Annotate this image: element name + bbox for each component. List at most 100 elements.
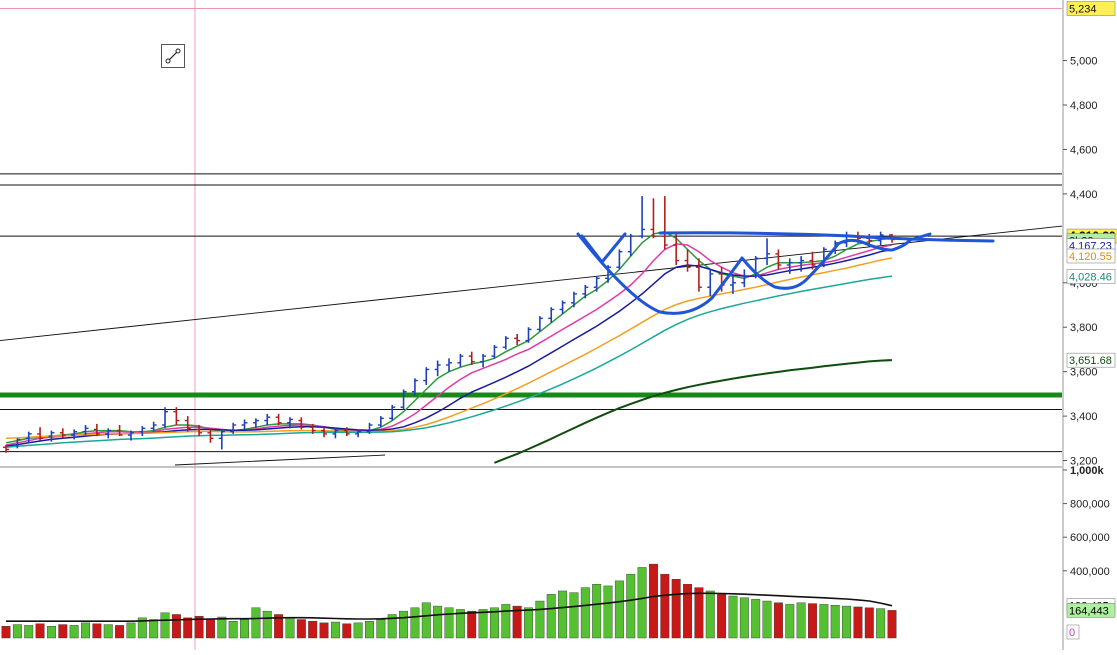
volume-bar (115, 625, 125, 639)
volume-label-box (1066, 603, 1116, 618)
price-bar (468, 351, 475, 365)
trend-line-short (174, 454, 386, 466)
price-bar (423, 367, 430, 385)
price-bar (207, 428, 214, 443)
volume-bar (535, 600, 545, 639)
price-label-text: 5,234 (1069, 4, 1097, 16)
price-bar (59, 428, 66, 439)
volume-bar (558, 590, 568, 639)
price-bar (252, 418, 259, 429)
volume-bar (296, 619, 306, 639)
trend-line-long (0, 225, 1063, 342)
price-bar (480, 353, 487, 368)
price-bar (321, 427, 328, 438)
volume-bar (819, 604, 829, 639)
price-label-box (1066, 352, 1116, 368)
price-label-text: 3,651.68 (1069, 355, 1112, 367)
volume-label-text: 164,443 (1069, 605, 1109, 617)
volume-bar (569, 592, 579, 639)
volume-label-box (1066, 624, 1080, 640)
price-bar (627, 233, 634, 257)
price-bar (514, 333, 521, 345)
volume-bar (683, 584, 692, 639)
volume-bar (478, 609, 488, 639)
volume-bar (81, 622, 90, 639)
price-bar (684, 249, 691, 272)
volume-bar (58, 624, 68, 639)
volume-bar (160, 612, 170, 639)
volume-bar (512, 605, 522, 639)
price-bar (275, 413, 282, 425)
price-bar (25, 431, 32, 443)
volume-axis-tick-label: 600,000 (1070, 532, 1110, 544)
volume-bar (717, 594, 727, 639)
price-bar (570, 291, 577, 308)
volume-bar (626, 573, 636, 639)
price-bar (650, 198, 657, 239)
volume-bar (330, 621, 340, 639)
price-label-box (1066, 1, 1116, 16)
price-bar (673, 233, 680, 265)
volume-bar (694, 587, 704, 639)
price-bar (559, 300, 566, 314)
volume-axis-tick-label: 800,000 (1070, 499, 1110, 511)
price-bar (707, 269, 714, 297)
volume-bar (637, 567, 647, 639)
price-bar (775, 249, 782, 270)
drawing-annotation (658, 231, 995, 243)
volume-bar (853, 606, 863, 639)
price-bar (332, 428, 339, 439)
price-bar (389, 405, 396, 421)
moving-average-line (494, 359, 893, 464)
price-bar (355, 429, 362, 438)
price-bar (502, 336, 509, 350)
volume-axis-tick-label: 1,000k (1070, 465, 1105, 477)
price-axis-value-label: 3,651.68 (1066, 352, 1116, 368)
volume-bar (796, 602, 806, 639)
volume-bar (194, 615, 204, 639)
volume-bar (92, 623, 102, 639)
moving-average-line (5, 257, 893, 440)
volume-bar (649, 563, 658, 639)
volume-bar (444, 607, 454, 639)
volume-bar (262, 610, 272, 639)
volume-bar (762, 600, 772, 639)
volume-bar (24, 625, 34, 639)
price-bar (184, 416, 191, 432)
volume-bar (240, 619, 249, 639)
volume-bar (387, 614, 397, 639)
volume-bar (228, 621, 238, 639)
price-bar (48, 430, 55, 442)
volume-bar (410, 607, 420, 639)
price-bar (127, 430, 134, 441)
volume-bar (342, 623, 352, 639)
volume-bar (1, 626, 11, 639)
volume-bar (751, 599, 761, 639)
price-axis-tick-label: 5,000 (1070, 56, 1098, 68)
volume-average-line (6, 592, 893, 622)
price-bar (491, 345, 498, 359)
volume-bar (671, 579, 681, 639)
volume-bar (808, 603, 817, 639)
price-bar (264, 413, 271, 425)
price-bar (582, 285, 589, 299)
volume-bar (660, 573, 670, 639)
volume-bar (126, 622, 136, 639)
price-axis-value-label: 4,028.46 (1066, 269, 1116, 284)
trendline-tool-button[interactable] (161, 44, 185, 68)
price-bar (230, 422, 237, 434)
price-axis-tick-label: 3,400 (1070, 411, 1098, 423)
volume-bar (285, 617, 295, 639)
price-bar (116, 425, 123, 437)
volume-bar (546, 594, 556, 639)
price-bar (343, 427, 350, 437)
price-bar (3, 445, 9, 453)
price-bar (93, 423, 100, 437)
volume-bar (421, 602, 431, 639)
volume-bar (614, 580, 624, 639)
price-bar (71, 429, 78, 440)
price-axis-tick-label: 4,400 (1070, 189, 1098, 201)
